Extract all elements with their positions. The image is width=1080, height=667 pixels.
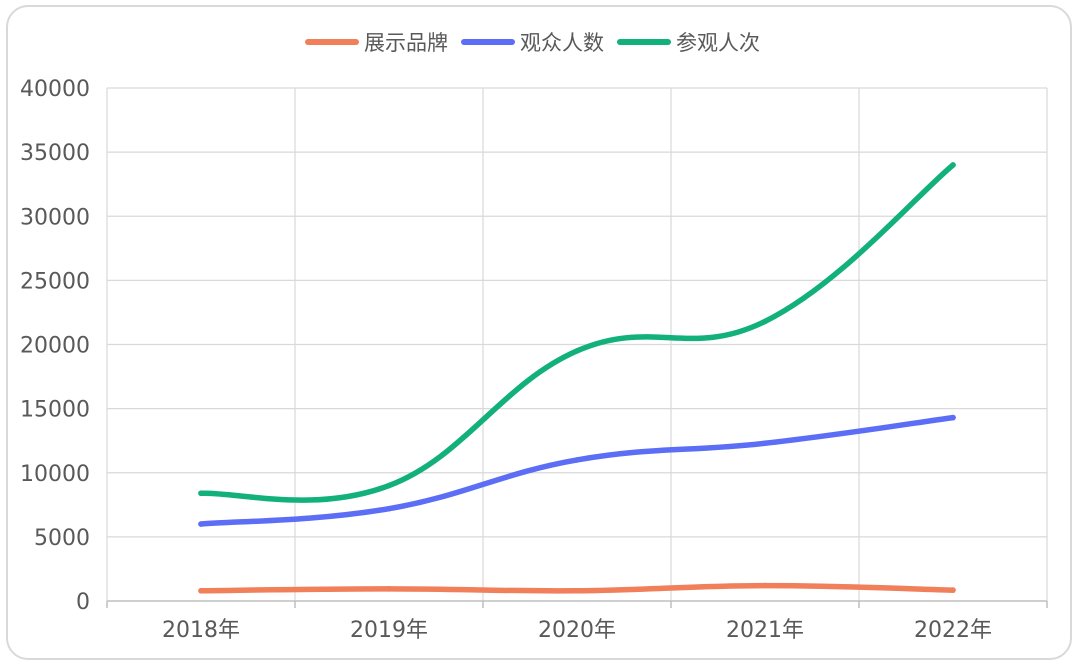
legend-label: 展示品牌: [364, 31, 448, 55]
data-point: [198, 587, 204, 594]
data-point: [386, 482, 392, 489]
data-point: [950, 587, 956, 593]
legend: 展示品牌 观众人数 参观人次: [305, 31, 760, 55]
series-lines: [198, 162, 956, 594]
y-tick-label: 25000: [20, 269, 90, 294]
data-point: [950, 162, 956, 168]
data-point: [386, 586, 392, 592]
x-axis-labels: 2018年 2019年 2020年 2021年 2022年: [162, 618, 992, 643]
legend-label: 观众人数: [520, 31, 604, 55]
data-point: [574, 348, 580, 354]
y-tick-label: 20000: [20, 334, 90, 359]
grid: [106, 87, 1048, 601]
y-tick-label: 5000: [34, 526, 90, 551]
data-point: [762, 318, 768, 325]
axes: [106, 600, 1048, 608]
y-tick-label: 10000: [20, 462, 90, 487]
x-tick-label: 2022年: [914, 618, 992, 643]
data-point: [762, 440, 768, 447]
series-line-3: [198, 162, 956, 503]
x-tick-label: 2018年: [162, 618, 240, 643]
x-tick-label: 2019年: [350, 618, 428, 643]
y-tick-label: 0: [76, 590, 90, 615]
legend-item[interactable]: 展示品牌: [305, 31, 448, 55]
legend-label: 参观人次: [676, 31, 760, 55]
x-tick-label: 2021年: [726, 618, 804, 643]
y-tick-label: 30000: [20, 205, 90, 230]
legend-item[interactable]: 参观人次: [617, 31, 760, 55]
x-tick-label: 2020年: [538, 618, 616, 643]
y-tick-label: 35000: [20, 141, 90, 166]
data-point: [198, 490, 204, 497]
series-line-2: [198, 414, 956, 527]
y-axis-labels: 0 5000 10000 15000 20000 25000 30000 35000 40000: [20, 77, 90, 615]
data-point: [950, 414, 956, 421]
data-point: [762, 582, 768, 589]
data-point: [386, 505, 392, 512]
data-point: [574, 587, 580, 594]
y-tick-label: 40000: [20, 77, 90, 102]
chart-card: [6, 5, 1072, 660]
y-tick-label: 15000: [20, 398, 90, 423]
data-point: [574, 457, 580, 463]
legend-item[interactable]: 观众人数: [461, 31, 604, 55]
data-point: [198, 521, 204, 527]
